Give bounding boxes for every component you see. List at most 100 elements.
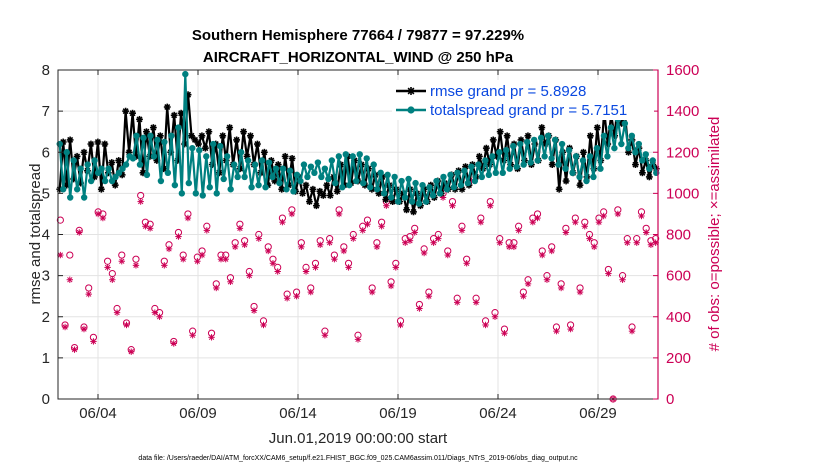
totalspread-point <box>475 161 482 168</box>
obs-assimilated-point <box>165 245 173 253</box>
obs-assimilated-point-stroke <box>185 215 191 221</box>
totalspread-point <box>625 144 632 152</box>
rmse-point-stroke <box>580 149 587 156</box>
obs-assimilated-point <box>128 348 135 355</box>
rmse-point-stroke <box>278 186 285 193</box>
y-right-tick-label: 1000 <box>666 185 699 202</box>
obs-assimilated-point-stroke <box>393 264 399 271</box>
obs-assimilated-point <box>387 282 395 290</box>
obs-assimilated-point-stroke <box>293 293 300 299</box>
rmse-point-stroke <box>309 186 316 193</box>
totalspread-point <box>168 132 175 139</box>
rmse-point-stroke <box>476 153 483 160</box>
obs-assimilated-point <box>420 249 428 257</box>
totalspread-point <box>618 140 625 148</box>
y-right-tick-label: 600 <box>666 268 691 285</box>
obs-assimilated-point-stroke <box>166 246 172 252</box>
obs-assimilated-point <box>241 241 248 248</box>
obs-assimilated-point <box>151 309 159 316</box>
obs-assimilated-point-stroke <box>426 293 432 299</box>
obs-assimilated-point-stroke <box>303 268 309 275</box>
rmse-point-stroke <box>98 186 105 193</box>
rmse-point <box>638 169 646 177</box>
obs-assimilated-point-stroke <box>156 314 163 320</box>
obs-assimilated-point-stroke <box>652 240 659 246</box>
totalspread-point <box>363 155 370 162</box>
totalspread-point <box>471 177 479 185</box>
obs-assimilated-point-stroke <box>397 322 404 328</box>
rmse-point-stroke <box>316 188 323 195</box>
totalspread-point <box>415 200 423 207</box>
obs-assimilated-point <box>213 284 220 292</box>
totalspread-point <box>506 165 513 172</box>
rmse-point <box>254 140 261 148</box>
obs-assimilated-point-stroke <box>275 268 281 275</box>
rmse-point-stroke <box>171 112 178 119</box>
obs-assimilated-point-stroke <box>104 264 111 271</box>
rmse-point <box>115 157 123 164</box>
rmse-point <box>482 144 490 152</box>
rmse-point <box>576 181 584 189</box>
obs-assimilated-point-stroke <box>223 256 229 262</box>
obs-assimilated-point <box>99 214 107 222</box>
obs-assimilated-point <box>274 268 281 275</box>
rmse-point-stroke <box>282 153 289 160</box>
obs-assimilated-point <box>595 218 603 226</box>
obs-assimilated-point <box>189 332 196 339</box>
obs-assimilated-point <box>472 299 480 306</box>
totalspread-point <box>217 142 224 150</box>
obs-assimilated-point <box>359 227 366 234</box>
totalspread-point <box>370 161 377 168</box>
x-tick-label: 06/29 <box>579 405 617 422</box>
rmse-point-stroke <box>639 169 646 176</box>
obs-assimilated-point-stroke <box>326 240 333 246</box>
rmse-point-stroke <box>67 136 74 143</box>
totalspread-point <box>649 157 656 164</box>
totalspread-point <box>642 151 649 158</box>
y-right-tick-label: 1200 <box>666 144 699 161</box>
rmse-point-stroke <box>150 124 157 131</box>
obs-assimilated-point <box>208 334 215 341</box>
chart-subtitle: AIRCRAFT_HORIZONTAL_WIND @ 250 hPa <box>203 49 514 66</box>
rmse-point <box>333 187 341 195</box>
obs-assimilated-point-stroke <box>445 252 451 258</box>
rmse-point <box>129 109 136 117</box>
obs-assimilated-point-stroke <box>525 281 531 287</box>
legend-rmse-marker <box>407 87 415 95</box>
totalspread-point <box>572 153 580 160</box>
rmse-point-stroke <box>233 136 240 143</box>
obs-assimilated-point <box>302 268 310 275</box>
obs-assimilated-point <box>288 210 296 218</box>
obs-assimilated-point-stroke <box>464 260 470 266</box>
obs-assimilated-point-stroke <box>298 244 304 250</box>
obs-assimilated-point <box>581 223 588 230</box>
rmse-point-stroke <box>108 159 115 166</box>
rmse-point-stroke <box>188 132 195 139</box>
obs-assimilated-point <box>406 237 414 244</box>
obs-assimilated-point <box>61 323 69 331</box>
obs-assimilated-point-stroke <box>336 211 342 217</box>
rmse-point-stroke <box>313 202 320 209</box>
rmse-point <box>410 208 417 216</box>
totalspread-point <box>360 179 367 187</box>
totalspread-point <box>136 161 144 168</box>
totalspread-point <box>60 186 67 193</box>
obs-assimilated-point <box>104 264 111 271</box>
obs-assimilated-point-stroke <box>57 252 64 258</box>
y-tick-label: 6 <box>42 144 50 161</box>
totalspread-point <box>503 146 510 154</box>
obs-assimilated-point-stroke <box>454 299 460 306</box>
rmse-point-stroke <box>483 145 490 152</box>
obs-assimilated-point <box>142 223 149 230</box>
totalspread-point <box>367 184 374 191</box>
totalspread-point <box>321 165 329 172</box>
totalspread-point <box>283 186 290 193</box>
obs-assimilated-point-stroke <box>71 346 78 353</box>
y-right-tick-label: 400 <box>666 309 691 326</box>
rmse-point <box>163 103 171 111</box>
rmse-point <box>580 148 587 156</box>
totalspread-point <box>84 161 91 168</box>
rmse-point-stroke <box>289 155 296 162</box>
obs-assimilated-point <box>227 278 234 285</box>
totalspread-point <box>339 184 346 191</box>
